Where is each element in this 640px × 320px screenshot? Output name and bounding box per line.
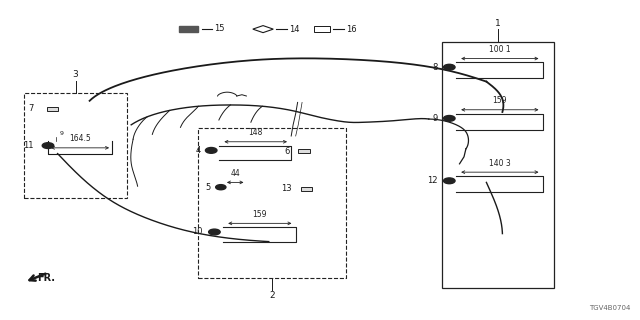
Text: 7: 7: [29, 104, 34, 113]
Text: 6: 6: [284, 147, 289, 156]
Text: 140 3: 140 3: [489, 159, 511, 168]
Text: 9: 9: [433, 114, 438, 123]
Circle shape: [42, 143, 54, 148]
Bar: [314, 26, 330, 32]
Bar: [442, 42, 554, 288]
Text: 164.5: 164.5: [69, 134, 91, 143]
Text: 11: 11: [24, 141, 34, 150]
Circle shape: [216, 185, 226, 190]
Text: 10: 10: [193, 228, 203, 236]
Text: 9: 9: [60, 131, 63, 136]
Bar: [298, 149, 310, 153]
Text: 13: 13: [281, 184, 292, 193]
Circle shape: [444, 64, 455, 70]
Text: 4: 4: [196, 146, 201, 155]
Bar: [179, 26, 198, 32]
Text: 100 1: 100 1: [489, 45, 511, 54]
Text: 3: 3: [73, 70, 78, 79]
Bar: [198, 128, 346, 278]
Text: 44: 44: [230, 169, 240, 178]
Text: 159: 159: [493, 96, 507, 105]
Text: 2: 2: [269, 291, 275, 300]
Text: 15: 15: [214, 24, 225, 33]
Circle shape: [209, 229, 220, 235]
Text: 159: 159: [253, 210, 267, 219]
Bar: [47, 107, 58, 111]
Text: 1: 1: [495, 19, 500, 28]
Text: 148: 148: [248, 128, 263, 137]
Text: 5: 5: [205, 183, 211, 192]
Circle shape: [444, 178, 455, 184]
Bar: [301, 187, 312, 191]
Text: 8: 8: [433, 63, 438, 72]
Text: 16: 16: [346, 25, 356, 34]
Circle shape: [205, 148, 217, 153]
Text: TGV4B0704: TGV4B0704: [589, 305, 630, 311]
Text: 12: 12: [428, 176, 438, 185]
Circle shape: [444, 116, 455, 121]
Text: FR.: FR.: [37, 273, 55, 283]
Text: 14: 14: [289, 25, 300, 34]
Bar: [24, 93, 127, 198]
